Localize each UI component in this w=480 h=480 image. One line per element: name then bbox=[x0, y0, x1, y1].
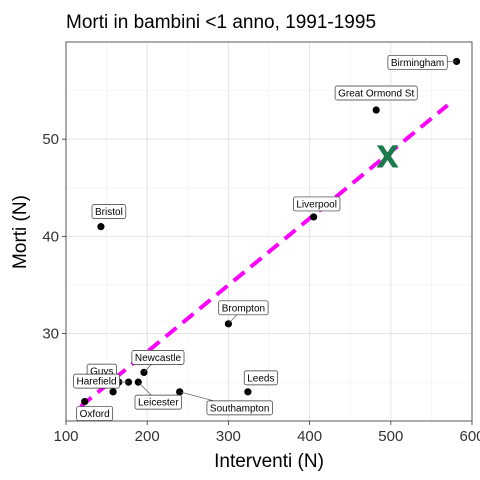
label-text: Guys bbox=[90, 367, 113, 378]
x-axis-title: Interventi (N) bbox=[214, 451, 324, 472]
label-box bbox=[134, 394, 182, 410]
label-box bbox=[218, 300, 269, 316]
point-label: Leicester bbox=[134, 381, 182, 410]
label-box bbox=[131, 350, 185, 365]
data-point bbox=[97, 223, 105, 231]
x-tick-label: 300 bbox=[216, 428, 241, 445]
label-text: Leicester bbox=[138, 398, 179, 409]
x-tick-label: 600 bbox=[459, 428, 480, 445]
x-axis: 100 200 300 400 500 600 bbox=[53, 421, 480, 445]
label-text: Harefield bbox=[77, 377, 117, 388]
highlight-x-marker: X bbox=[376, 141, 399, 176]
chart-title: Morti in bambini <1 anno, 1991-1995 bbox=[66, 12, 376, 33]
data-point bbox=[372, 106, 380, 114]
label-text: Bristol bbox=[95, 207, 123, 218]
label-box bbox=[334, 85, 418, 101]
point-label: Great Ormond St bbox=[334, 85, 418, 101]
label-box bbox=[243, 370, 278, 386]
point-labels: Birmingham Great Ormond St Liverpool Bristo… bbox=[73, 55, 457, 421]
plot-panel: Birmingham Great Ormond St Liverpool Bristo… bbox=[65, 41, 473, 422]
label-text: Oxford bbox=[80, 409, 110, 420]
data-point bbox=[81, 397, 89, 406]
y-tick-label: 50 bbox=[42, 131, 59, 148]
data-point bbox=[244, 388, 252, 396]
label-box bbox=[206, 400, 273, 416]
point-label: Bristol bbox=[91, 204, 127, 219]
point-label: Southampton bbox=[179, 391, 273, 416]
label-box bbox=[73, 373, 120, 389]
y-tick-label: 30 bbox=[42, 326, 59, 343]
point-label: Liverpool bbox=[293, 196, 341, 212]
x-tick-label: 200 bbox=[135, 428, 160, 445]
label-box bbox=[293, 196, 341, 212]
label-text: Liverpool bbox=[296, 199, 337, 210]
point-label: Birmingham bbox=[387, 55, 457, 70]
plot-frame bbox=[65, 41, 473, 422]
data-point bbox=[109, 388, 117, 396]
x-tick-label: 400 bbox=[297, 428, 322, 445]
data-point bbox=[310, 213, 318, 221]
label-text: Southampton bbox=[210, 403, 270, 414]
highlight-layer: X bbox=[376, 141, 399, 176]
point-label: Brompton bbox=[218, 300, 269, 325]
label-box bbox=[76, 406, 114, 421]
point-label: Harefield bbox=[73, 373, 129, 389]
y-axis-title: Morti (N) bbox=[10, 195, 31, 269]
label-text: Brompton bbox=[222, 303, 265, 314]
point-label: Oxford bbox=[76, 406, 114, 421]
label-box bbox=[91, 204, 127, 219]
x-tick-label: 500 bbox=[378, 428, 403, 445]
label-text: Birmingham bbox=[391, 58, 444, 69]
label-text: Newcastle bbox=[135, 353, 182, 364]
label-text: Leeds bbox=[247, 373, 274, 384]
x-tick-label: 100 bbox=[53, 428, 78, 445]
point-label: Newcastle bbox=[131, 350, 185, 373]
label-box bbox=[387, 55, 448, 70]
label-text: Great Ormond St bbox=[338, 89, 414, 100]
y-axis: 30 40 50 bbox=[42, 131, 66, 343]
y-tick-label: 40 bbox=[42, 228, 59, 245]
point-label: Leeds bbox=[243, 370, 278, 386]
